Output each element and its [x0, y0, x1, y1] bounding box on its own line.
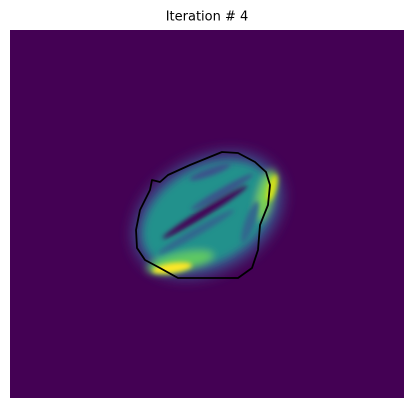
blob-highlights: [152, 163, 278, 274]
contour: [135, 151, 271, 279]
chart-title: Iteration # 4: [166, 10, 249, 25]
heatmap-image: [10, 30, 404, 398]
